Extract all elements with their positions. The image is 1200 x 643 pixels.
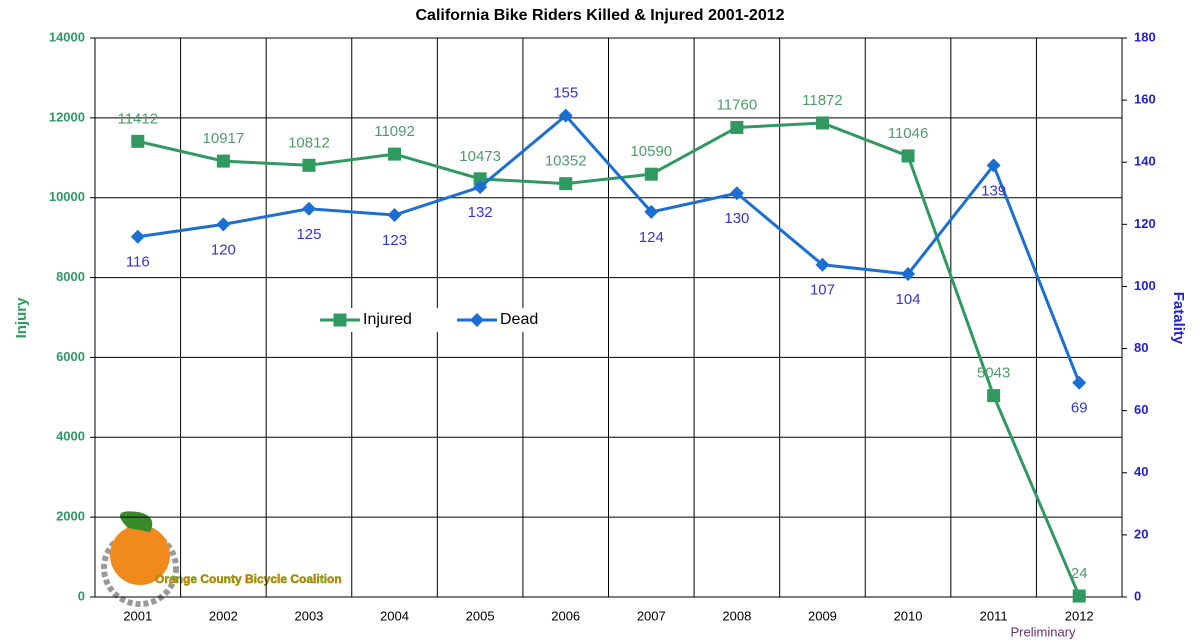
logo-orange	[110, 525, 170, 585]
data-label: 11872	[802, 92, 843, 109]
marker	[1072, 375, 1087, 390]
line	[137, 121, 1081, 597]
y2-tick-label: 160	[1134, 92, 1156, 107]
y-tick-label: 0	[78, 588, 85, 603]
data-label: 124	[639, 229, 664, 246]
x-tick-label: 2009	[808, 608, 837, 623]
marker	[901, 149, 915, 163]
marker	[986, 158, 1001, 173]
data-label: 10917	[203, 130, 245, 147]
y2-tick-label: 180	[1134, 29, 1156, 44]
data-label: 69	[1071, 400, 1088, 417]
data-label: 11046	[888, 125, 929, 142]
data-label: 10352	[545, 153, 587, 170]
x-tick-label: 2007	[637, 608, 666, 623]
line	[137, 113, 1081, 384]
annotation: Preliminary	[1010, 624, 1076, 639]
marker	[216, 154, 230, 168]
marker	[815, 257, 830, 272]
marker	[130, 229, 145, 244]
x-tick-label: 2005	[466, 608, 495, 623]
y-tick-label: 4000	[56, 429, 85, 444]
marker	[131, 134, 145, 148]
marker	[815, 116, 829, 130]
data-label: 139	[981, 182, 1006, 199]
marker	[470, 313, 484, 327]
x-tick-label: 2006	[551, 608, 580, 623]
data-label: 155	[553, 85, 578, 102]
x-tick-label: 2002	[209, 608, 238, 623]
marker	[301, 201, 316, 216]
data-label: 130	[724, 210, 749, 227]
data-label: 120	[211, 241, 236, 258]
marker	[473, 180, 488, 195]
y2-tick-label: 140	[1134, 154, 1156, 169]
logo-text: Orange County Bicycle Coalition	[155, 572, 342, 586]
x-tick-label: 2008	[722, 608, 751, 623]
data-label: 104	[896, 291, 921, 308]
y-tick-label: 8000	[56, 269, 85, 284]
y2-tick-label: 0	[1134, 588, 1141, 603]
plot-frame	[94, 37, 1123, 598]
marker	[644, 204, 659, 219]
marker	[559, 177, 573, 191]
marker	[644, 167, 658, 181]
marker	[473, 172, 487, 186]
marker	[302, 158, 316, 172]
y2-tick-label: 60	[1134, 402, 1148, 417]
x-tick-label: 2011	[980, 608, 1008, 623]
data-label: 10590	[630, 143, 672, 160]
y-tick-label: 2000	[56, 509, 85, 524]
marker	[333, 313, 347, 327]
y-tick-label: 6000	[56, 349, 85, 364]
data-label: 10473	[459, 148, 501, 165]
marker	[558, 108, 573, 123]
data-label: 5043	[977, 365, 1010, 382]
data-label: 125	[296, 226, 321, 243]
marker	[388, 147, 402, 161]
y-tick-label: 10000	[49, 189, 85, 204]
x-tick-label: 2010	[894, 608, 923, 623]
data-label: 107	[810, 282, 835, 299]
y2-tick-label: 120	[1134, 216, 1156, 231]
marker	[387, 208, 402, 223]
data-label: 11412	[117, 110, 158, 127]
logo: Orange County Bicycle Coalition	[101, 511, 342, 607]
marker	[729, 186, 744, 201]
x-tick-label: 2003	[294, 608, 323, 623]
data-label: 11760	[717, 96, 758, 113]
marker	[987, 389, 1001, 403]
marker	[216, 217, 231, 232]
x-tick-label: 2004	[380, 608, 409, 623]
data-label: 24	[1071, 565, 1088, 582]
y-tick-label: 12000	[49, 109, 85, 124]
marker	[730, 120, 744, 134]
y2-tick-label: 20	[1134, 526, 1148, 541]
legend-label: Injured	[363, 311, 412, 328]
logo-leaf	[120, 511, 153, 532]
data-label: 123	[382, 232, 407, 249]
y-tick-label: 14000	[49, 29, 85, 44]
y2-tick-label: 40	[1134, 464, 1148, 479]
y2-tick-label: 80	[1134, 340, 1148, 355]
data-label: 11092	[374, 123, 415, 140]
legend-label: Dead	[500, 311, 538, 328]
marker	[901, 267, 916, 282]
marker	[1072, 589, 1086, 603]
chart-title: California Bike Riders Killed & Injured …	[415, 7, 784, 24]
x-tick-label: 2001	[123, 608, 152, 623]
data-label: 116	[126, 254, 150, 271]
y-axis-label: Injury	[13, 297, 30, 338]
y2-tick-label: 100	[1134, 278, 1156, 293]
data-label: 10812	[288, 134, 330, 151]
y2-axis-label: Fatality	[1170, 292, 1187, 345]
data-label: 132	[468, 204, 493, 221]
x-tick-label: 2012	[1065, 608, 1094, 623]
